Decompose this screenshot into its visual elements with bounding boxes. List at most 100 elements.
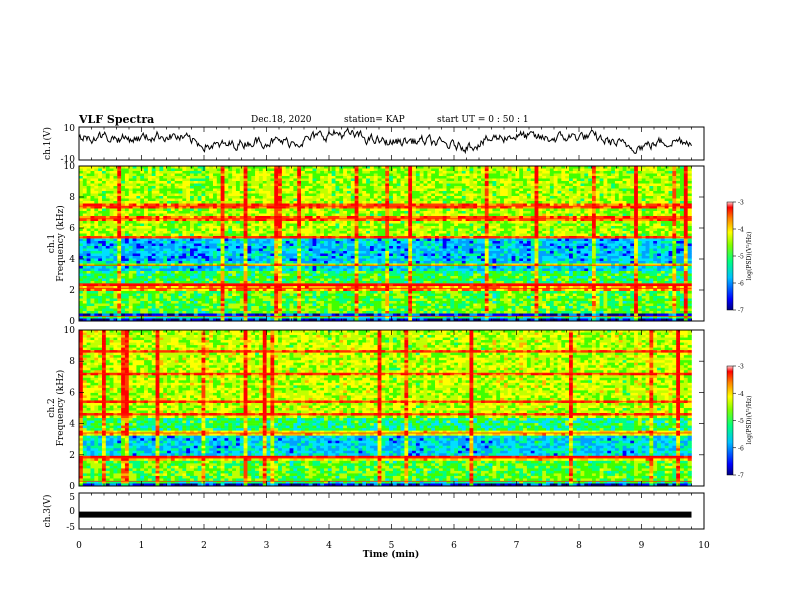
spectrogram-cell — [182, 178, 187, 182]
spectrogram-cell — [408, 166, 413, 169]
spectrogram-cell — [205, 193, 210, 197]
spectrogram-cell — [350, 196, 355, 199]
spectrogram-cell — [450, 201, 455, 204]
spectrogram-cell — [477, 168, 482, 172]
spectrogram-cell — [657, 168, 662, 172]
spectrogram-cell — [209, 168, 214, 172]
spectrogram-cell — [473, 228, 478, 232]
spectrogram-cell — [580, 201, 585, 204]
spectrogram-cell — [285, 198, 290, 202]
spectrogram-cell — [668, 213, 673, 217]
spectrogram-cell — [94, 241, 99, 244]
spectrogram-cell — [167, 206, 172, 209]
spectrogram-cell — [561, 223, 566, 227]
spectrogram-cell — [350, 181, 355, 184]
spectrogram-cell — [442, 201, 447, 204]
spectrogram-cell — [611, 181, 616, 184]
spectrogram-cell — [595, 228, 600, 232]
spectrogram-cell — [373, 213, 378, 217]
spectrogram-cell — [454, 196, 459, 199]
spectrogram-cell — [124, 188, 130, 192]
spectrogram-cell — [626, 173, 631, 177]
spectrogram-cell — [274, 218, 279, 222]
spectrogram-cell — [182, 173, 187, 177]
spectrogram-cell — [546, 201, 551, 204]
spectrogram-cell — [144, 201, 149, 204]
spectrogram-cell — [151, 206, 156, 209]
spectrogram-cell — [542, 171, 547, 174]
spectrogram-cell — [412, 211, 417, 214]
spectrogram-cell — [86, 238, 91, 242]
spectrogram-cell — [576, 176, 581, 179]
spectrogram-cell — [278, 228, 283, 232]
spectrogram-cell — [680, 206, 685, 209]
spectrogram-cell — [266, 171, 271, 174]
spectrogram-cell — [381, 171, 386, 174]
spectrogram-cell — [182, 203, 187, 207]
spectrogram-cell — [660, 171, 666, 174]
spectrogram-cell — [339, 198, 344, 202]
spectrogram-cell — [442, 181, 447, 184]
spectrogram-cell — [251, 186, 256, 189]
spectrogram-cell — [553, 213, 558, 217]
spectrogram-cell — [101, 213, 107, 217]
spectrogram-cell — [369, 238, 375, 242]
spectrogram-cell — [389, 208, 394, 212]
spectrogram-cell — [90, 183, 95, 187]
spectrogram-cell — [435, 211, 440, 214]
spectrogram-cell — [588, 226, 593, 229]
spectrogram-cell — [186, 196, 191, 199]
spectrogram-cell — [641, 208, 646, 212]
spectrogram-cell — [132, 206, 137, 209]
spectrogram-cell — [224, 181, 229, 184]
spectrogram-cell — [687, 203, 692, 207]
spectrogram-cell — [572, 206, 577, 209]
spectrogram-cell — [239, 223, 244, 227]
spectrogram-cell — [193, 218, 198, 222]
spectrogram-cell — [649, 186, 654, 189]
spectrogram-cell — [687, 193, 692, 197]
spectrogram-cell — [301, 201, 306, 204]
spectrogram-cell — [373, 178, 378, 182]
spectrogram-cell — [121, 211, 126, 214]
spectrogram-cell — [232, 191, 237, 194]
spectrogram-cell — [258, 188, 264, 192]
spectrogram-cell — [205, 166, 210, 169]
spectrogram-cell — [572, 198, 577, 202]
spectrogram-cell — [82, 173, 87, 177]
spectrogram-cell — [128, 168, 133, 172]
spectrogram-cell — [201, 168, 206, 172]
spectrogram-cell — [561, 233, 566, 237]
spectrogram-cell — [239, 181, 244, 184]
spectrogram-cell — [262, 178, 267, 182]
spectrogram-cell — [186, 241, 191, 244]
spectrogram-cell — [178, 168, 183, 172]
spectrogram-cell — [526, 226, 532, 229]
spectrogram-cell — [151, 211, 156, 214]
spectrogram-cell — [258, 166, 264, 169]
spectrogram-cell — [553, 181, 558, 184]
spectrogram-cell — [136, 216, 141, 219]
spectrogram-cell — [484, 173, 489, 177]
spectrogram-cell — [285, 228, 290, 232]
spectrogram-cell — [197, 193, 202, 197]
spectrogram-cell — [350, 173, 355, 177]
spectrogram-cell — [645, 183, 650, 187]
spectrogram-cell — [427, 226, 432, 229]
spectrogram-cell — [190, 218, 195, 222]
spectrogram-cell — [212, 166, 218, 169]
spectrogram-cell — [98, 201, 103, 204]
spectrogram-cell — [553, 173, 558, 177]
spectrogram-cell — [339, 208, 344, 212]
spectrogram-cell — [530, 218, 535, 222]
spectrogram-cell — [79, 198, 84, 202]
spectrogram-cell — [450, 178, 455, 182]
spectrogram-cell — [645, 168, 650, 172]
spectrogram-cell — [442, 183, 447, 187]
spectrogram-cell — [289, 201, 294, 204]
spectrogram-cell — [346, 176, 352, 179]
spectrogram-cell — [209, 191, 214, 194]
spectrogram-cell — [79, 181, 84, 184]
spectrogram-cell — [611, 226, 616, 229]
spectrogram-cell — [392, 216, 398, 219]
